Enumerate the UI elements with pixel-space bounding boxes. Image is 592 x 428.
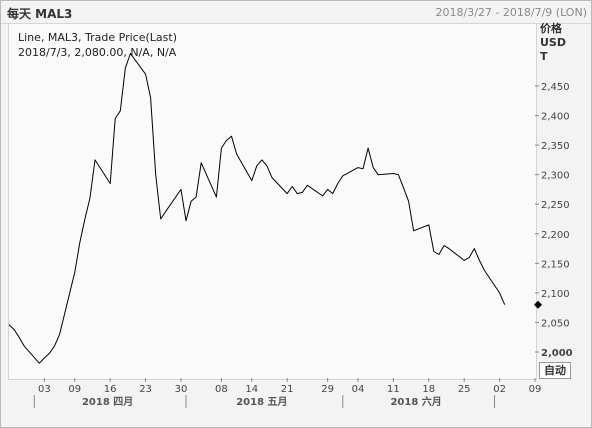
unit-measure-label: T bbox=[540, 50, 548, 63]
y-tick-label: 2,000 bbox=[541, 348, 573, 359]
x-tick-label: 11 bbox=[387, 384, 400, 395]
x-tick-label: 21 bbox=[281, 384, 294, 395]
plot-area[interactable] bbox=[8, 23, 537, 380]
month-label: 2018 五月 bbox=[236, 396, 287, 408]
x-tick-label: 02 bbox=[493, 384, 506, 395]
legend-last-value: 2018/7/3, 2,080.00, N/A, N/A bbox=[18, 46, 177, 59]
y-tick-label: 2,200 bbox=[541, 230, 570, 241]
unit-currency-label: USD bbox=[540, 36, 566, 49]
auto-scale-button[interactable]: 自动 bbox=[539, 362, 571, 379]
unit-price-label: 价格 bbox=[540, 22, 562, 35]
x-tick-label: 09 bbox=[529, 384, 542, 395]
y-tick-label: 2,100 bbox=[541, 289, 570, 300]
legend: Line, MAL3, Trade Price(Last) 2018/7/3, … bbox=[18, 30, 177, 60]
y-tick-label: 2,150 bbox=[541, 259, 570, 270]
month-label: 2018 四月 bbox=[82, 396, 133, 408]
x-tick-label: 09 bbox=[68, 384, 81, 395]
legend-series-label: Line, MAL3, Trade Price(Last) bbox=[18, 31, 177, 44]
y-axis-unit: 价格 USD T bbox=[540, 22, 566, 64]
date-range-label: 2018/3/27 - 2018/7/9 (LON) bbox=[435, 6, 587, 19]
x-tick-label: 25 bbox=[458, 384, 471, 395]
x-tick-label: 30 bbox=[175, 384, 188, 395]
price-series-line bbox=[8, 53, 506, 364]
y-tick-label: 2,350 bbox=[541, 141, 570, 152]
x-tick-label: 14 bbox=[245, 384, 258, 395]
x-tick-label: 29 bbox=[321, 384, 334, 395]
x-tick-label: 03 bbox=[38, 384, 51, 395]
x-tick-label: 08 bbox=[215, 384, 228, 395]
x-tick-label: 18 bbox=[422, 384, 435, 395]
chart-title: 每天 MAL3 bbox=[7, 7, 73, 21]
last-price-marker bbox=[534, 300, 542, 309]
month-label: 2018 六月 bbox=[390, 395, 441, 408]
x-tick-label: 23 bbox=[139, 384, 152, 395]
y-tick-label: 2,300 bbox=[541, 171, 570, 182]
x-tick-label: 16 bbox=[104, 384, 117, 395]
x-tick-label: 04 bbox=[352, 384, 365, 395]
y-tick-label: 2,450 bbox=[541, 82, 570, 93]
y-tick-label: 2,400 bbox=[541, 112, 570, 123]
y-tick-label: 2,250 bbox=[541, 200, 570, 211]
y-tick-label: 2,050 bbox=[541, 318, 570, 329]
